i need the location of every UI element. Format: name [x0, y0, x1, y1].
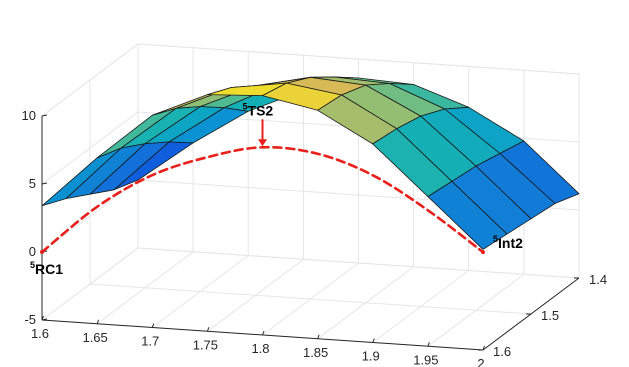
surface: [41, 76, 580, 250]
annotation-superscript: 5: [30, 260, 35, 270]
x-tick-label: 1.9: [362, 349, 380, 364]
annotation-base: Int2: [498, 235, 523, 251]
annotation-int2: 5Int2: [493, 234, 523, 251]
annotation-superscript: 5: [493, 234, 498, 244]
y-tick-label: 1.4: [589, 272, 607, 287]
x-tick-mark: [262, 330, 265, 336]
annotation-base: TS2: [248, 102, 274, 118]
z-tick-mark: [41, 182, 48, 185]
box-edge: [137, 43, 580, 75]
annotation-rc1: 5RC1: [30, 260, 63, 277]
x-tick-label: 1.8: [251, 341, 269, 356]
x-tick-label: 1.6: [31, 326, 49, 341]
z-tick-label: 5: [29, 176, 36, 191]
x-tick-mark: [482, 345, 485, 351]
reaction-path-line: [40, 145, 485, 254]
x-tick-mark: [427, 342, 430, 347]
annotation-base: RC1: [35, 261, 63, 277]
x-tick-mark: [151, 323, 155, 328]
z-tick-label: 0: [29, 244, 36, 259]
x-tick-label: 1.7: [141, 334, 159, 349]
x-tick-mark: [41, 315, 44, 321]
x-tick-label: 1.75: [193, 337, 218, 352]
reaction-path-endpoint: [40, 250, 44, 254]
floor-grid-y: [89, 283, 532, 315]
reaction-path-endpoint: [481, 250, 485, 255]
x-tick-label: 1.65: [82, 330, 107, 345]
box-edge: [41, 43, 139, 117]
x-tick-mark: [96, 319, 100, 324]
side-grid-z: [41, 111, 139, 185]
x-tick-mark: [206, 327, 210, 332]
x-tick-label: 1.95: [413, 352, 438, 367]
reaction-path: [40, 145, 485, 255]
side-grid-z: [41, 247, 139, 321]
x-tick-label: 1.85: [303, 345, 328, 360]
x-tick-label: 2: [477, 356, 484, 367]
axes: [41, 114, 580, 351]
annotation-ts2: 5TS2: [243, 101, 274, 118]
z-tick-mark: [41, 318, 48, 321]
x-tick-mark: [372, 338, 375, 343]
z-tick-mark: [41, 114, 48, 117]
y-tick-label: 1.6: [493, 344, 511, 359]
y-tick-label: 1.5: [541, 308, 559, 323]
x-tick-mark: [317, 334, 320, 339]
annotation-superscript: 5: [243, 101, 248, 111]
back-grid-z: [137, 247, 580, 279]
annotation-arrow-head: [258, 139, 267, 147]
surface-facet: [427, 180, 508, 250]
z-tick-label: 10: [22, 108, 36, 123]
z-tick-label: -5: [24, 312, 36, 327]
